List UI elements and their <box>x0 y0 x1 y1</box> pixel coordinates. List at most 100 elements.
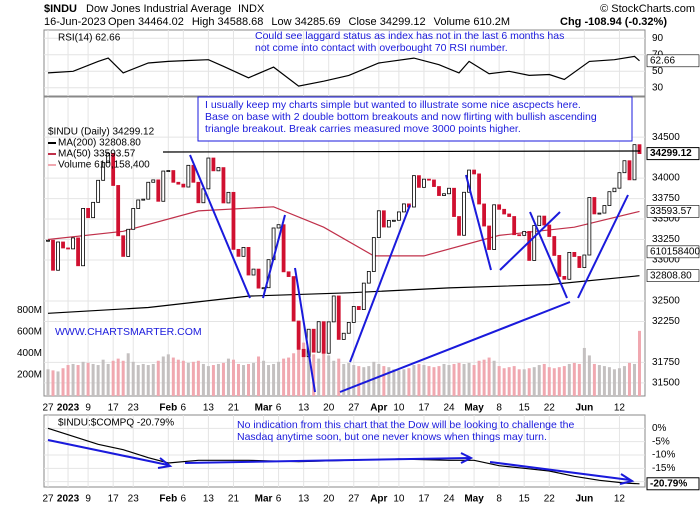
x-tick-label: 17 <box>418 494 430 505</box>
x-tick-label: 22 <box>544 494 556 505</box>
y-tick-label: -5% <box>652 436 670 447</box>
current-value-label: -20.79% <box>650 478 687 489</box>
stat: High 34588.68 <box>192 16 264 28</box>
candle <box>567 251 572 280</box>
candle <box>61 241 65 249</box>
candle <box>582 254 587 268</box>
stat: Low 34285.69 <box>271 16 340 28</box>
candle <box>141 198 146 201</box>
volume-bar <box>532 367 536 396</box>
volume-bar <box>622 366 626 396</box>
x-tick-label: 23 <box>128 494 140 505</box>
current-value-box <box>646 54 700 68</box>
x-tick-label: 13 <box>298 403 310 414</box>
candle <box>56 241 60 271</box>
volume-bar <box>181 360 185 396</box>
candle <box>341 332 346 340</box>
candle <box>587 197 592 256</box>
current-value-box <box>646 205 700 218</box>
volume-bar <box>226 358 230 396</box>
candle <box>126 228 131 257</box>
candle <box>492 204 497 250</box>
x-tick-label: 2023 <box>57 494 80 505</box>
candle <box>196 181 201 204</box>
volume-bar <box>552 368 556 396</box>
x-tick-label: 6 <box>181 494 187 505</box>
candle <box>627 160 632 181</box>
volume-bar <box>452 363 456 396</box>
candle <box>96 179 101 203</box>
legend-entry: MA(50) 33593.57 <box>58 149 136 160</box>
candle <box>592 197 597 215</box>
volume-bar <box>111 360 115 396</box>
volume-bar <box>121 360 125 396</box>
volume-bar <box>257 356 261 396</box>
volume-bar <box>136 365 140 396</box>
candle <box>206 157 211 190</box>
volume-bar <box>76 365 80 396</box>
volume-bar <box>527 368 531 396</box>
x-tick-label: Jun <box>575 494 593 505</box>
x-tick-label: 20 <box>323 403 335 414</box>
candle <box>507 213 512 217</box>
volume-bar <box>627 362 631 396</box>
x-tick-label: 10 <box>393 403 405 414</box>
copyright: © StockCharts.com <box>600 3 695 15</box>
legend-entry: $INDU (Daily) 34299.12 <box>48 127 155 138</box>
candle <box>537 215 542 226</box>
volume-bar <box>231 359 235 396</box>
current-value-box <box>646 147 700 161</box>
volume-bar <box>292 353 296 396</box>
candle <box>457 216 461 236</box>
candle <box>146 181 151 200</box>
trend-line <box>294 267 316 393</box>
volume-bar <box>71 363 75 396</box>
volume-bar <box>317 358 321 396</box>
trend-arrow <box>47 439 169 466</box>
candle <box>71 237 75 250</box>
candle <box>221 167 226 204</box>
volume-bar <box>196 360 200 396</box>
candle <box>236 248 241 257</box>
y-tick-label: 0% <box>652 423 667 434</box>
x-tick-label: 6 <box>276 403 282 414</box>
x-tick-label: 9 <box>85 403 91 414</box>
change: Chg -108.94 (-0.32%) <box>560 16 667 28</box>
candle <box>316 321 321 353</box>
volume-bar <box>106 363 110 396</box>
volume-bar <box>632 363 636 396</box>
volume-bar <box>417 363 421 396</box>
volume-bar <box>602 366 606 396</box>
volume-bar <box>156 360 160 396</box>
y-tick-label: -10% <box>652 450 675 461</box>
moving-average <box>47 206 640 257</box>
panel-title: $INDU:$COMPQ -20.79% <box>58 418 174 429</box>
candle <box>371 237 376 272</box>
volume-bar <box>302 342 306 396</box>
annotation: Could see laggard status as index has no… <box>255 30 564 42</box>
candle <box>572 251 577 257</box>
candle <box>186 164 191 188</box>
volume-bar <box>502 368 506 396</box>
candle <box>346 322 351 334</box>
volume-bar <box>412 365 416 396</box>
candle <box>381 210 386 228</box>
candle <box>462 191 466 236</box>
volume-bar <box>61 368 65 396</box>
volume-bar <box>597 365 601 396</box>
y-tick-label: 33250 <box>652 234 680 245</box>
candle <box>522 231 527 236</box>
x-tick-label: 9 <box>85 494 91 505</box>
candle <box>472 169 476 175</box>
x-tick-label: 15 <box>519 494 531 505</box>
y-tick-label: 33500 <box>652 214 680 225</box>
volume-bar <box>51 370 55 396</box>
trend-arrow <box>489 461 631 481</box>
volume-bar <box>482 359 486 396</box>
stat: Close 34299.12 <box>349 16 426 28</box>
candle <box>391 219 396 222</box>
candle <box>612 187 617 193</box>
candle <box>412 175 416 208</box>
candle <box>447 187 451 195</box>
